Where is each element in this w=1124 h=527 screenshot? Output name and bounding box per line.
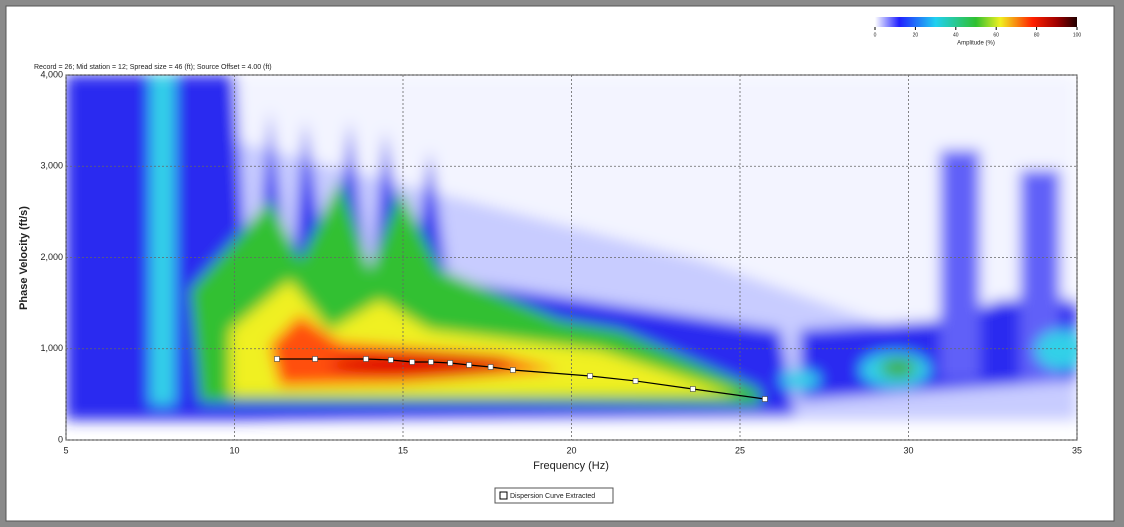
- point-marker: [428, 359, 434, 365]
- y-tick-label: 0: [58, 434, 63, 444]
- colorbar-tick-label: 40: [953, 32, 959, 38]
- y-tick-label: 3,000: [40, 161, 63, 171]
- point-marker: [510, 367, 516, 373]
- legend: [494, 487, 614, 504]
- y-tick-label: 1,000: [40, 343, 63, 353]
- series-line: [276, 358, 766, 400]
- x-tick-label: 15: [398, 445, 408, 455]
- point-marker: [587, 373, 593, 379]
- point-marker: [466, 362, 472, 368]
- y-tick-label: 2,000: [40, 252, 63, 262]
- colorbar-tick-label: 60: [993, 32, 999, 38]
- x-tick-label: 5: [63, 445, 68, 455]
- point-marker: [632, 378, 639, 384]
- point-marker: [447, 360, 453, 366]
- x-tick-label: 35: [1072, 445, 1082, 455]
- point-marker: [487, 364, 494, 370]
- dispersion-image: [66, 75, 1077, 420]
- x-tick-label: 10: [229, 445, 239, 455]
- point-marker: [762, 396, 768, 402]
- chart-title: Record = 26; Mid station = 12; Spread si…: [34, 64, 272, 71]
- point-marker: [312, 356, 318, 362]
- colorbar-tick-label: 20: [913, 32, 919, 38]
- x-axis-label: Frequency (Hz): [533, 460, 609, 472]
- x-tick-label: 30: [903, 445, 913, 455]
- colorbar: [875, 17, 1077, 27]
- legend-label: Dispersion Curve Extracted: [510, 493, 595, 500]
- point-marker: [690, 386, 696, 392]
- point-marker: [388, 357, 394, 363]
- y-axis-label: Phase Velocity (ft/s): [18, 206, 30, 310]
- colorbar-label: Amplitude (%): [957, 41, 995, 47]
- y-tick-label: 4,000: [40, 69, 63, 79]
- point-marker: [363, 356, 369, 362]
- legend-marker: [499, 491, 508, 500]
- colorbar-tick-label: 80: [1034, 32, 1040, 38]
- x-tick-label: 25: [735, 445, 745, 455]
- point-marker: [274, 356, 280, 362]
- point-marker: [409, 359, 415, 365]
- x-tick-label: 20: [566, 445, 576, 455]
- colorbar-tick-label: 100: [1073, 32, 1082, 38]
- colorbar-tick-label: 0: [874, 32, 877, 38]
